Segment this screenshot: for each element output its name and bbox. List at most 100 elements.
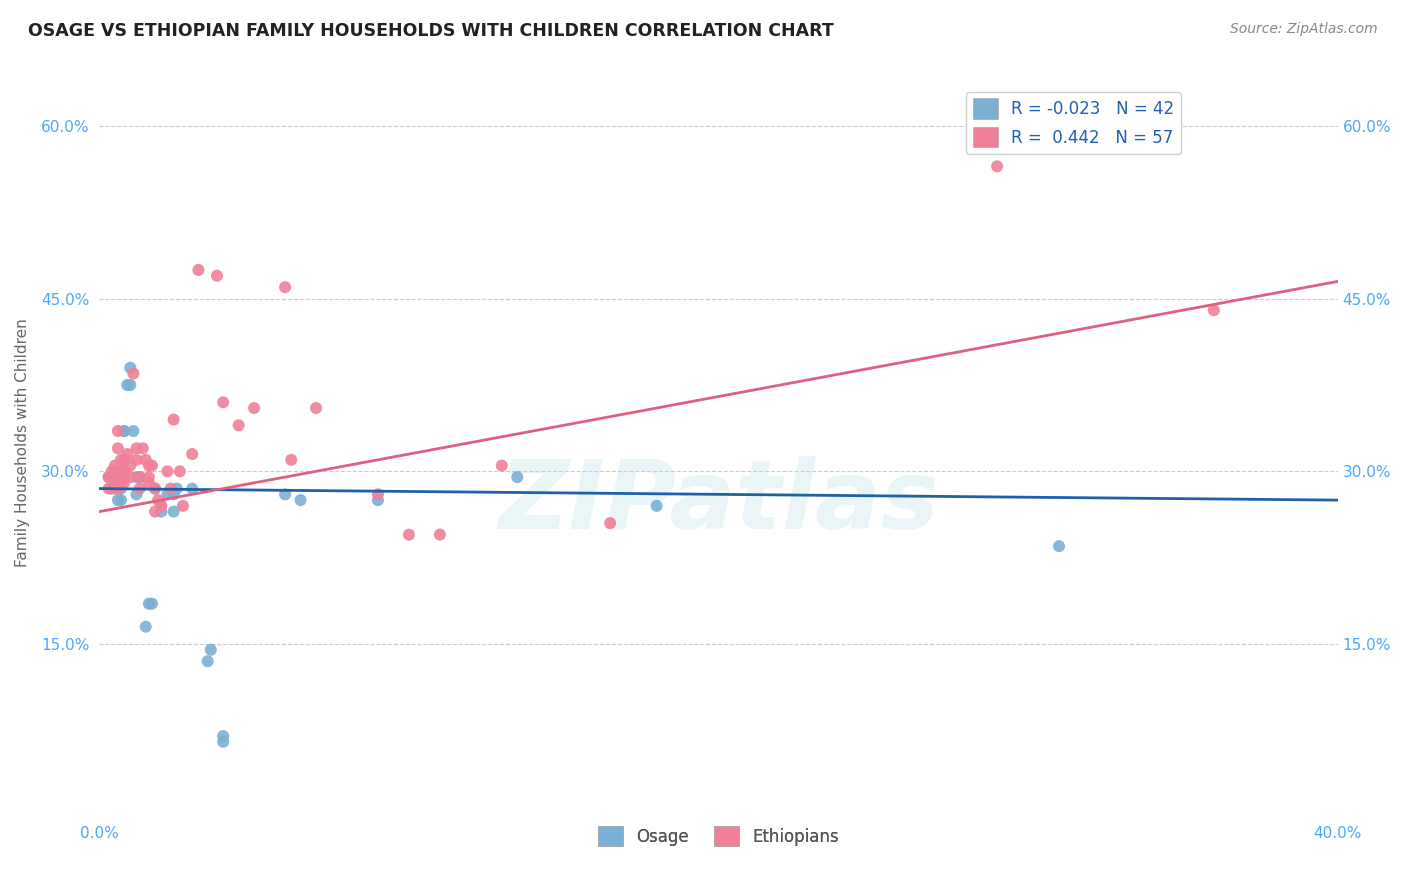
Point: [205, 268, 228, 283]
Text: Source: ZipAtlas.com: Source: ZipAtlas.com: [1230, 22, 1378, 37]
Point: [104, 470, 127, 484]
Point: [107, 482, 129, 496]
Point: [187, 263, 209, 277]
Point: [97, 482, 120, 496]
Point: [212, 735, 235, 749]
Point: [141, 597, 163, 611]
Point: [150, 505, 173, 519]
Point: [138, 458, 160, 473]
Point: [125, 452, 148, 467]
Point: [100, 470, 122, 484]
Point: [290, 493, 312, 508]
Legend: Osage, Ethiopians: Osage, Ethiopians: [592, 820, 845, 853]
Point: [150, 499, 173, 513]
Point: [150, 499, 173, 513]
Point: [110, 452, 132, 467]
Point: [143, 505, 166, 519]
Point: [110, 464, 132, 478]
Point: [112, 424, 135, 438]
Point: [104, 458, 127, 473]
Point: [112, 452, 135, 467]
Y-axis label: Family Households with Children: Family Households with Children: [15, 318, 30, 567]
Point: [159, 482, 181, 496]
Point: [112, 424, 135, 438]
Point: [107, 442, 129, 456]
Point: [131, 442, 153, 456]
Point: [125, 442, 148, 456]
Point: [107, 424, 129, 438]
Point: [274, 280, 297, 294]
Point: [107, 470, 129, 484]
Point: [115, 447, 138, 461]
Point: [110, 482, 132, 496]
Point: [143, 482, 166, 496]
Point: [166, 482, 188, 496]
Point: [274, 487, 297, 501]
Point: [115, 378, 138, 392]
Point: [162, 412, 184, 426]
Point: [104, 470, 127, 484]
Point: [110, 464, 132, 478]
Point: [120, 378, 142, 392]
Point: [110, 475, 132, 490]
Point: [135, 620, 157, 634]
Point: [1047, 539, 1070, 553]
Point: [100, 482, 122, 496]
Point: [367, 493, 389, 508]
Point: [162, 487, 184, 501]
Point: [181, 447, 204, 461]
Point: [162, 505, 184, 519]
Point: [200, 642, 222, 657]
Point: [986, 159, 1008, 173]
Point: [112, 464, 135, 478]
Point: [138, 475, 160, 490]
Point: [398, 527, 420, 541]
Point: [143, 482, 166, 496]
Point: [141, 458, 163, 473]
Point: [135, 452, 157, 467]
Point: [128, 470, 150, 484]
Point: [138, 597, 160, 611]
Point: [429, 527, 451, 541]
Point: [97, 470, 120, 484]
Point: [212, 395, 235, 409]
Point: [104, 464, 127, 478]
Point: [107, 482, 129, 496]
Point: [138, 470, 160, 484]
Point: [146, 493, 169, 508]
Point: [128, 470, 150, 484]
Point: [120, 458, 142, 473]
Point: [305, 401, 328, 415]
Point: [181, 482, 204, 496]
Point: [120, 470, 142, 484]
Text: OSAGE VS ETHIOPIAN FAMILY HOUSEHOLDS WITH CHILDREN CORRELATION CHART: OSAGE VS ETHIOPIAN FAMILY HOUSEHOLDS WIT…: [28, 22, 834, 40]
Point: [645, 499, 668, 513]
Point: [169, 464, 191, 478]
Point: [104, 482, 127, 496]
Point: [112, 470, 135, 484]
Point: [197, 654, 219, 668]
Point: [506, 470, 529, 484]
Point: [122, 424, 145, 438]
Point: [1202, 303, 1225, 318]
Point: [100, 470, 122, 484]
Point: [491, 458, 513, 473]
Point: [228, 418, 250, 433]
Point: [212, 729, 235, 743]
Point: [120, 360, 142, 375]
Point: [125, 470, 148, 484]
Point: [128, 482, 150, 496]
Point: [280, 452, 302, 467]
Point: [367, 487, 389, 501]
Point: [97, 470, 120, 484]
Point: [110, 493, 132, 508]
Point: [599, 516, 621, 530]
Point: [243, 401, 266, 415]
Point: [107, 493, 129, 508]
Point: [172, 499, 194, 513]
Point: [156, 487, 179, 501]
Point: [110, 475, 132, 490]
Text: ZIPatlas: ZIPatlas: [498, 456, 939, 549]
Point: [122, 367, 145, 381]
Point: [125, 487, 148, 501]
